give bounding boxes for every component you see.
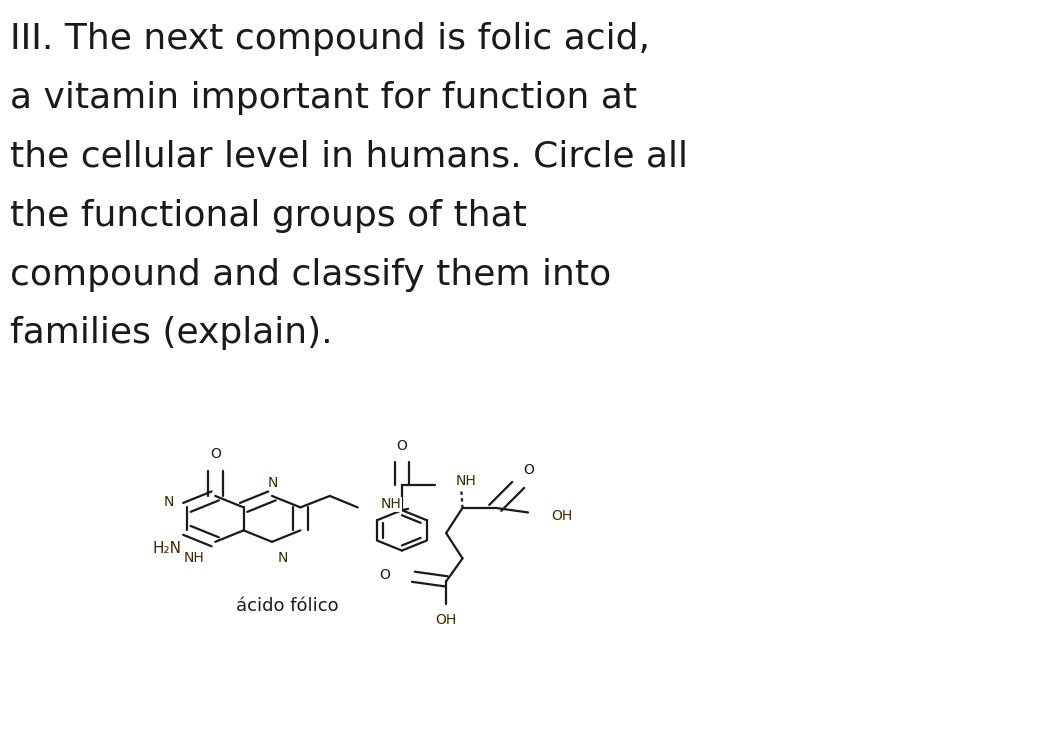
- Text: NH: NH: [381, 498, 401, 512]
- Text: ácido fólico: ácido fólico: [236, 597, 339, 615]
- Text: O: O: [379, 568, 391, 582]
- Text: NH: NH: [456, 474, 477, 488]
- Text: H₂N: H₂N: [152, 541, 182, 556]
- Text: compound and classify them into: compound and classify them into: [10, 258, 612, 291]
- Text: N: N: [268, 475, 278, 489]
- Text: OH: OH: [436, 614, 457, 628]
- Text: O: O: [397, 439, 407, 453]
- Text: O: O: [524, 463, 534, 477]
- Text: NH: NH: [184, 551, 205, 565]
- Text: N: N: [164, 495, 174, 509]
- Text: N: N: [277, 551, 288, 565]
- Text: a vitamin important for function at: a vitamin important for function at: [10, 81, 637, 115]
- Text: O: O: [210, 447, 220, 461]
- Text: families (explain).: families (explain).: [10, 316, 333, 350]
- Text: III. The next compound is folic acid,: III. The next compound is folic acid,: [10, 22, 651, 56]
- Text: the functional groups of that: the functional groups of that: [10, 199, 527, 233]
- Text: the cellular level in humans. Circle all: the cellular level in humans. Circle all: [10, 140, 689, 174]
- Text: OH: OH: [551, 509, 572, 523]
